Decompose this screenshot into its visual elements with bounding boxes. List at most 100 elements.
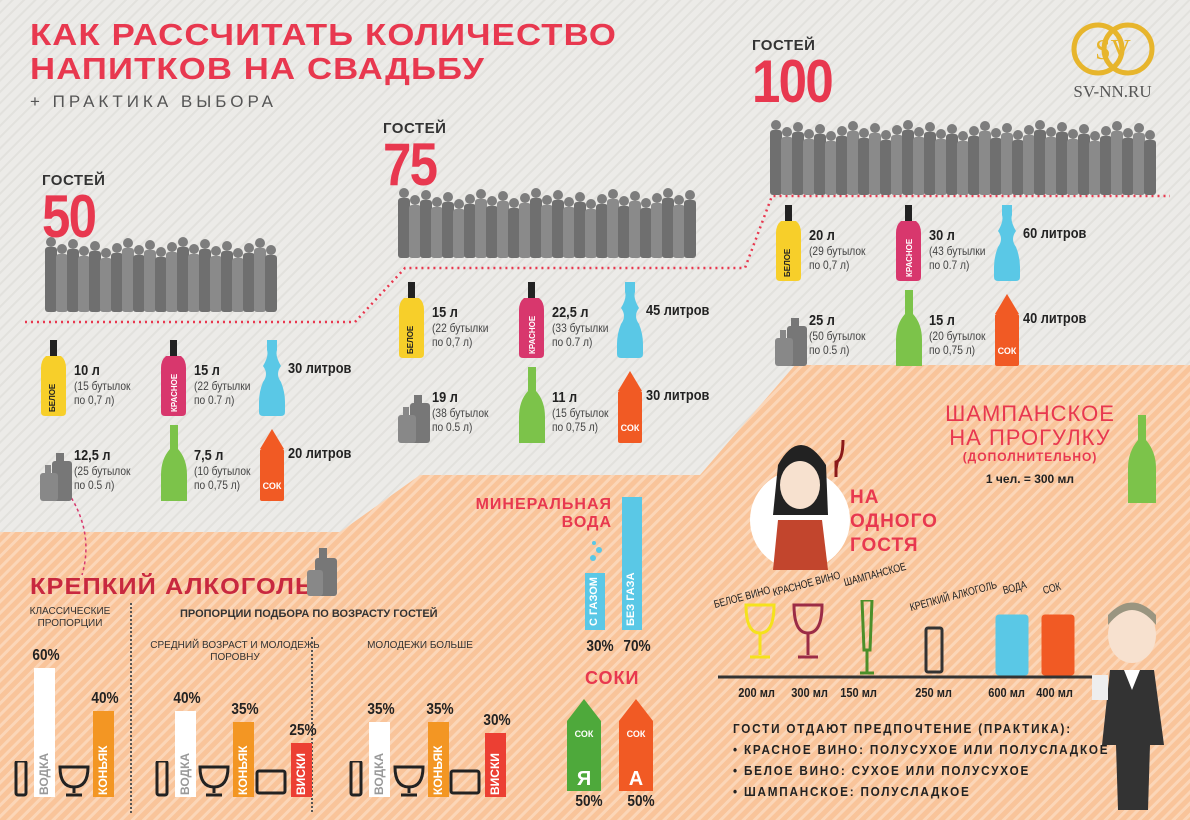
juice-box-icon: СОК: [995, 294, 1019, 366]
guest-silhouette: [1122, 128, 1134, 195]
guest-crowds: [45, 120, 1156, 312]
svg-text:КРАСНОЕ: КРАСНОЕ: [170, 373, 179, 412]
drink-item: 7,5 л (10 бутылок по 0,75 л): [160, 425, 280, 505]
page-title-line1: КАК РАССЧИТАТЬ КОЛИЧЕСТВО: [30, 17, 618, 52]
drink-item: 11 л (15 бутылок по 0,75 л): [518, 367, 638, 447]
water-bottle-icon: [617, 282, 643, 358]
drink-amount: 45 литров: [646, 302, 710, 319]
drink-amount: 19 л: [432, 389, 458, 406]
guest-silhouette: [530, 188, 542, 258]
red-wine-bottle-icon: КРАСНОЕ: [519, 282, 544, 358]
bar-КОНЬЯК: [233, 721, 254, 797]
white-wine-bottle-icon: БЕЛОЕ: [41, 340, 66, 416]
strong-alcohol-bottles-icon: [775, 318, 807, 366]
svg-text:БЕЛОЕ: БЕЛОЕ: [406, 325, 415, 354]
drink-item: БЕЛОЕ 15 л (22 бутылки по 0,7 л): [398, 282, 518, 362]
mineral-water-title: МИНЕРАЛЬНАЯ ВОДА: [475, 496, 612, 531]
guest-silhouette: [935, 129, 947, 195]
drink-amount: 11 л: [552, 389, 578, 406]
drink-note: (22 бутылки: [432, 321, 489, 335]
drink-note: по 0,7 л): [432, 335, 473, 349]
drink-amount: 15 л: [929, 312, 955, 329]
juice-value-label: 50%: [575, 793, 603, 810]
guest-silhouette: [1078, 124, 1090, 195]
strong-alcohol-bottles-icon: [40, 453, 72, 501]
guest-silhouette: [1023, 125, 1035, 195]
juices-title: СОКИ: [585, 668, 640, 688]
drink-item: БЕЛОЕ 10 л (15 бутылок по 0,7 л): [40, 340, 160, 420]
drink-amount: 7,5 л: [194, 447, 224, 464]
preference-item: • ШАМПАНСКОЕ: ПОЛУСЛАДКОЕ: [733, 784, 971, 799]
bar-value-label: 60%: [32, 647, 60, 664]
drink-item: 60 литров: [993, 205, 1113, 285]
guest-silhouette: [913, 127, 925, 195]
drink-note: (43 бутылки: [929, 244, 986, 258]
snifter-glass-icon: [392, 761, 426, 804]
bar-category-label: ВИСКИ: [294, 753, 308, 795]
bar-ВИСКИ: [485, 732, 506, 797]
drink-amount: 20 литров: [288, 445, 352, 462]
preferences: ГОСТИ ОТДАЮТ ПРЕДПОЧТЕНИЕ (ПРАКТИКА): • …: [733, 718, 1151, 802]
guest-silhouette: [979, 121, 991, 195]
guest-silhouette: [781, 127, 793, 195]
glass-volume: 300 мл: [791, 685, 828, 700]
guest-silhouette: [486, 196, 498, 258]
red-wine-bottle-icon: КРАСНОЕ: [896, 205, 921, 281]
bar-category-label: КОНЬЯК: [96, 745, 110, 795]
champagne-bottle-icon: [519, 367, 545, 443]
svg-text:СОК: СОК: [621, 423, 640, 433]
glass-volume: 150 мл: [840, 685, 877, 700]
drink-note: (38 бутылок: [432, 406, 489, 420]
drink-amount: 20 л: [809, 227, 835, 244]
tumbler-glass-icon: [255, 761, 289, 804]
guest-silhouette: [210, 246, 222, 312]
guest-silhouette: [825, 131, 837, 195]
glass-icon: [742, 600, 778, 683]
drink-amount: 22,5 л: [552, 304, 589, 321]
drink-note: по 0.7 л): [929, 258, 970, 272]
guest-silhouette: [1111, 121, 1123, 195]
svg-text:БЕЛОЕ: БЕЛОЕ: [783, 248, 792, 277]
drink-note: (50 бутылок: [809, 329, 866, 343]
bar-КОНЬЯК: [428, 721, 449, 797]
guests-number: 75: [383, 131, 438, 198]
drink-note: (29 бутылок: [809, 244, 866, 258]
guest-silhouette: [199, 239, 211, 312]
guest-count-50: ГОСТЕЙ 50: [42, 172, 106, 247]
guest-count-100: ГОСТЕЙ 100: [752, 37, 846, 112]
bar-ВОДКА: [175, 711, 196, 797]
drink-item: КРАСНОЕ 30 л (43 бутылки по 0.7 л): [895, 205, 1015, 285]
guest-silhouette: [188, 244, 200, 312]
guest-silhouette: [1067, 129, 1079, 195]
svg-text:Я: Я: [577, 768, 591, 790]
woman-with-wine-illustration: [750, 439, 850, 570]
guest-silhouette: [596, 194, 608, 258]
svg-text:БЕЛОЕ: БЕЛОЕ: [48, 383, 57, 412]
waiter-illustration: [1092, 602, 1164, 810]
guests-label: ГОСТЕЙ: [42, 172, 106, 189]
bar-ВИСКИ: [291, 743, 312, 797]
guests-label: ГОСТЕЙ: [752, 37, 816, 54]
guest-silhouette: [409, 195, 421, 258]
age-proportions-title: ПРОПОРЦИИ ПОДБОРА ПО ВОЗРАСТУ ГОСТЕЙ: [180, 608, 438, 620]
juice-box-icon: СОК: [618, 371, 642, 443]
guest-silhouette: [1001, 123, 1013, 195]
bar-value-label: 30%: [483, 711, 511, 729]
guest-silhouette: [1012, 130, 1024, 195]
header: КАК РАССЧИТАТЬ КОЛИЧЕСТВО НАПИТКОВ НА СВ…: [30, 18, 616, 112]
water-bar-label: С ГАЗОМ: [588, 577, 600, 626]
guest-silhouette: [792, 122, 804, 195]
guest-silhouette: [519, 193, 531, 258]
guest-silhouette: [814, 124, 826, 195]
guest-silhouette: [1133, 123, 1145, 195]
drink-note: (10 бутылок: [194, 464, 251, 478]
guest-silhouette: [89, 241, 101, 312]
water-bottle-icon: [259, 340, 285, 416]
drink-item: 12,5 л (25 бутылок по 0.5 л): [40, 425, 160, 505]
drink-note: по 0,75 л): [552, 420, 599, 434]
glass-icon: [850, 598, 886, 683]
preference-item: • КРАСНОЕ ВИНО: ПОЛУСУХОЕ ИЛИ ПОЛУСЛАДКО…: [733, 742, 1110, 757]
per-guest-title: НА ОДНОГО ГОСТЯ: [850, 487, 938, 556]
guest-silhouette: [442, 192, 454, 258]
guests-label: ГОСТЕЙ: [383, 120, 447, 137]
